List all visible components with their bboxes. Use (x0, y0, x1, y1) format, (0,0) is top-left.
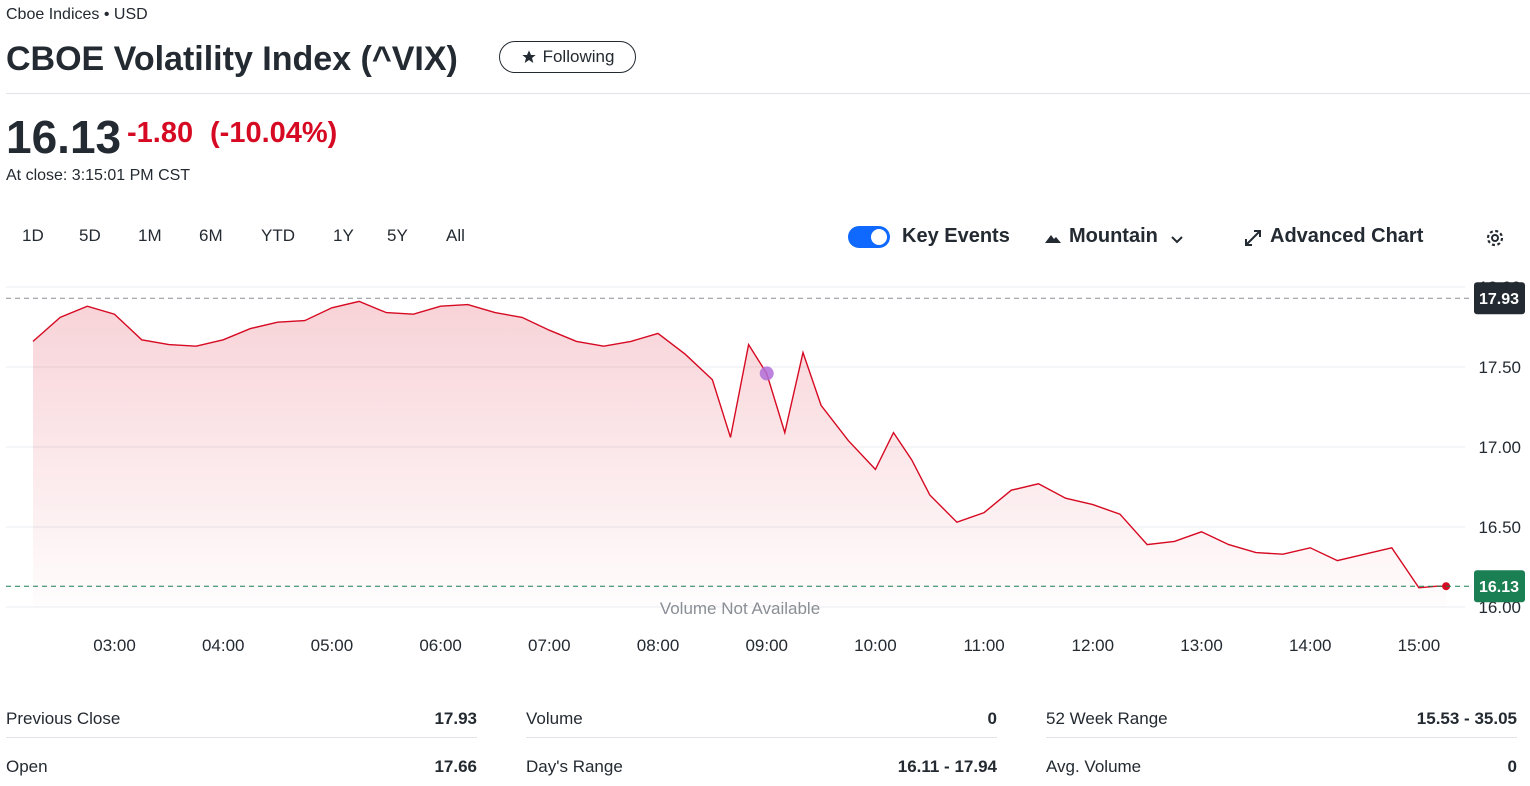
range-button[interactable]: 1Y (333, 226, 354, 245)
stat-value: 17.66 (434, 757, 477, 776)
annotation: Volume Not Available (660, 599, 820, 618)
price-badge (1474, 570, 1525, 603)
toggle-knob (871, 229, 887, 245)
settings-button[interactable] (1484, 227, 1506, 254)
x-tick-label: 04:00 (202, 636, 245, 655)
price-badge-label: 16.13 (1479, 579, 1519, 596)
stat-label: Previous Close (6, 709, 121, 728)
x-tick-label: 10:00 (854, 636, 897, 655)
stat-value: 0 (1507, 757, 1517, 776)
key-events-toggle[interactable] (848, 226, 890, 248)
breadcrumb: Cboe Indices • USD (6, 6, 148, 23)
expand-icon (1244, 229, 1262, 252)
area-fill (33, 301, 1447, 607)
mountain-icon (1044, 231, 1062, 249)
range-button[interactable]: 5Y (387, 226, 408, 245)
x-tick-label: 09:00 (745, 636, 788, 655)
timestamp: At close: 3:15:01 PM CST (6, 167, 191, 184)
chevron-icon (1171, 232, 1183, 250)
range-button[interactable]: 1D (22, 226, 44, 245)
stat-value: 15.53 - 35.05 (1416, 709, 1517, 728)
stat-label: Avg. Volume (1046, 757, 1142, 776)
stat-divider (6, 737, 477, 738)
stat-label: 52 Week Range (1046, 709, 1168, 728)
mountain-svg (1045, 235, 1061, 243)
x-tick-label: 03:00 (93, 636, 136, 655)
y-tick-label: 16.50 (1478, 518, 1521, 537)
price-badge-label: 17.93 (1479, 291, 1519, 308)
range-button[interactable]: 6M (199, 226, 223, 245)
price-badge (1474, 282, 1525, 315)
chart-type-button[interactable]: Mountain (1069, 225, 1158, 247)
stat-value: 16.11 - 17.94 (897, 757, 997, 776)
range-button[interactable]: 5D (79, 226, 101, 245)
follow-button[interactable]: Following (499, 41, 636, 73)
x-tick-label: 15:00 (1398, 636, 1441, 655)
key-events-label[interactable]: Key Events (902, 225, 1010, 247)
x-tick-label: 07:00 (528, 636, 571, 655)
star-icon (521, 50, 536, 63)
expand-svg (1245, 230, 1261, 246)
quote-title: CBOE Volatility Index (^VIX) (6, 40, 458, 78)
price: 16.13 (6, 111, 122, 163)
stat-value: 0 (987, 709, 997, 728)
x-tick-label: 11:00 (963, 636, 1004, 655)
stat-divider (526, 737, 997, 738)
y-tick-label: 16.00 (1478, 598, 1521, 617)
stat-divider (1046, 737, 1517, 738)
stat-label: Volume (526, 709, 583, 728)
stat-label: Open (6, 757, 48, 776)
x-tick-label: 13:00 (1180, 636, 1223, 655)
divider (6, 93, 1530, 94)
stat-label: Day's Range (526, 757, 623, 776)
range-button[interactable]: All (446, 226, 465, 245)
x-tick-label: 12:00 (1072, 636, 1115, 655)
y-tick-label: 17.50 (1478, 358, 1521, 377)
x-tick-label: 06:00 (419, 636, 462, 655)
price-change-percent: (-10.04%) (210, 117, 338, 149)
stat-value: 17.93 (434, 709, 477, 728)
y-tick-label: 17.00 (1478, 438, 1521, 457)
advanced-chart-button[interactable]: Advanced Chart (1270, 225, 1424, 247)
follow-label: Following (542, 47, 615, 66)
price-change: -1.80 (127, 117, 194, 149)
key-event (759, 366, 774, 381)
chart: 16.0016.5017.0017.5018.0003:0004:0005:00… (6, 278, 1525, 655)
range-button[interactable]: 1M (138, 226, 162, 245)
x-tick-label: 05:00 (311, 636, 354, 655)
gear-svg (1486, 229, 1504, 247)
range-button[interactable]: YTD (261, 226, 295, 245)
x-tick-label: 08:00 (637, 636, 680, 655)
chevron-svg (1171, 236, 1183, 244)
x-tick-label: 14:00 (1289, 636, 1332, 655)
